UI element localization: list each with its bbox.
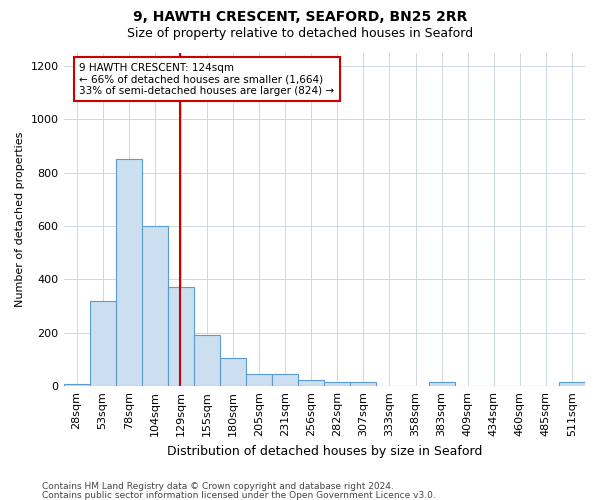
Bar	[89, 301, 116, 386]
Bar	[272, 374, 298, 386]
Y-axis label: Number of detached properties: Number of detached properties	[15, 132, 25, 307]
Text: Contains public sector information licensed under the Open Government Licence v3: Contains public sector information licen…	[42, 490, 436, 500]
Text: 9 HAWTH CRESCENT: 124sqm
← 66% of detached houses are smaller (1,664)
33% of sem: 9 HAWTH CRESCENT: 124sqm ← 66% of detach…	[79, 62, 334, 96]
Bar	[298, 380, 324, 386]
Bar	[428, 382, 455, 386]
Text: 9, HAWTH CRESCENT, SEAFORD, BN25 2RR: 9, HAWTH CRESCENT, SEAFORD, BN25 2RR	[133, 10, 467, 24]
Text: Contains HM Land Registry data © Crown copyright and database right 2024.: Contains HM Land Registry data © Crown c…	[42, 482, 394, 491]
Bar	[220, 358, 246, 386]
Bar	[116, 160, 142, 386]
X-axis label: Distribution of detached houses by size in Seaford: Distribution of detached houses by size …	[167, 444, 482, 458]
Bar	[350, 382, 376, 386]
Bar	[142, 226, 168, 386]
Bar	[64, 384, 89, 386]
Bar	[559, 382, 585, 386]
Bar	[168, 288, 194, 386]
Text: Size of property relative to detached houses in Seaford: Size of property relative to detached ho…	[127, 28, 473, 40]
Bar	[194, 336, 220, 386]
Bar	[246, 374, 272, 386]
Bar	[324, 382, 350, 386]
